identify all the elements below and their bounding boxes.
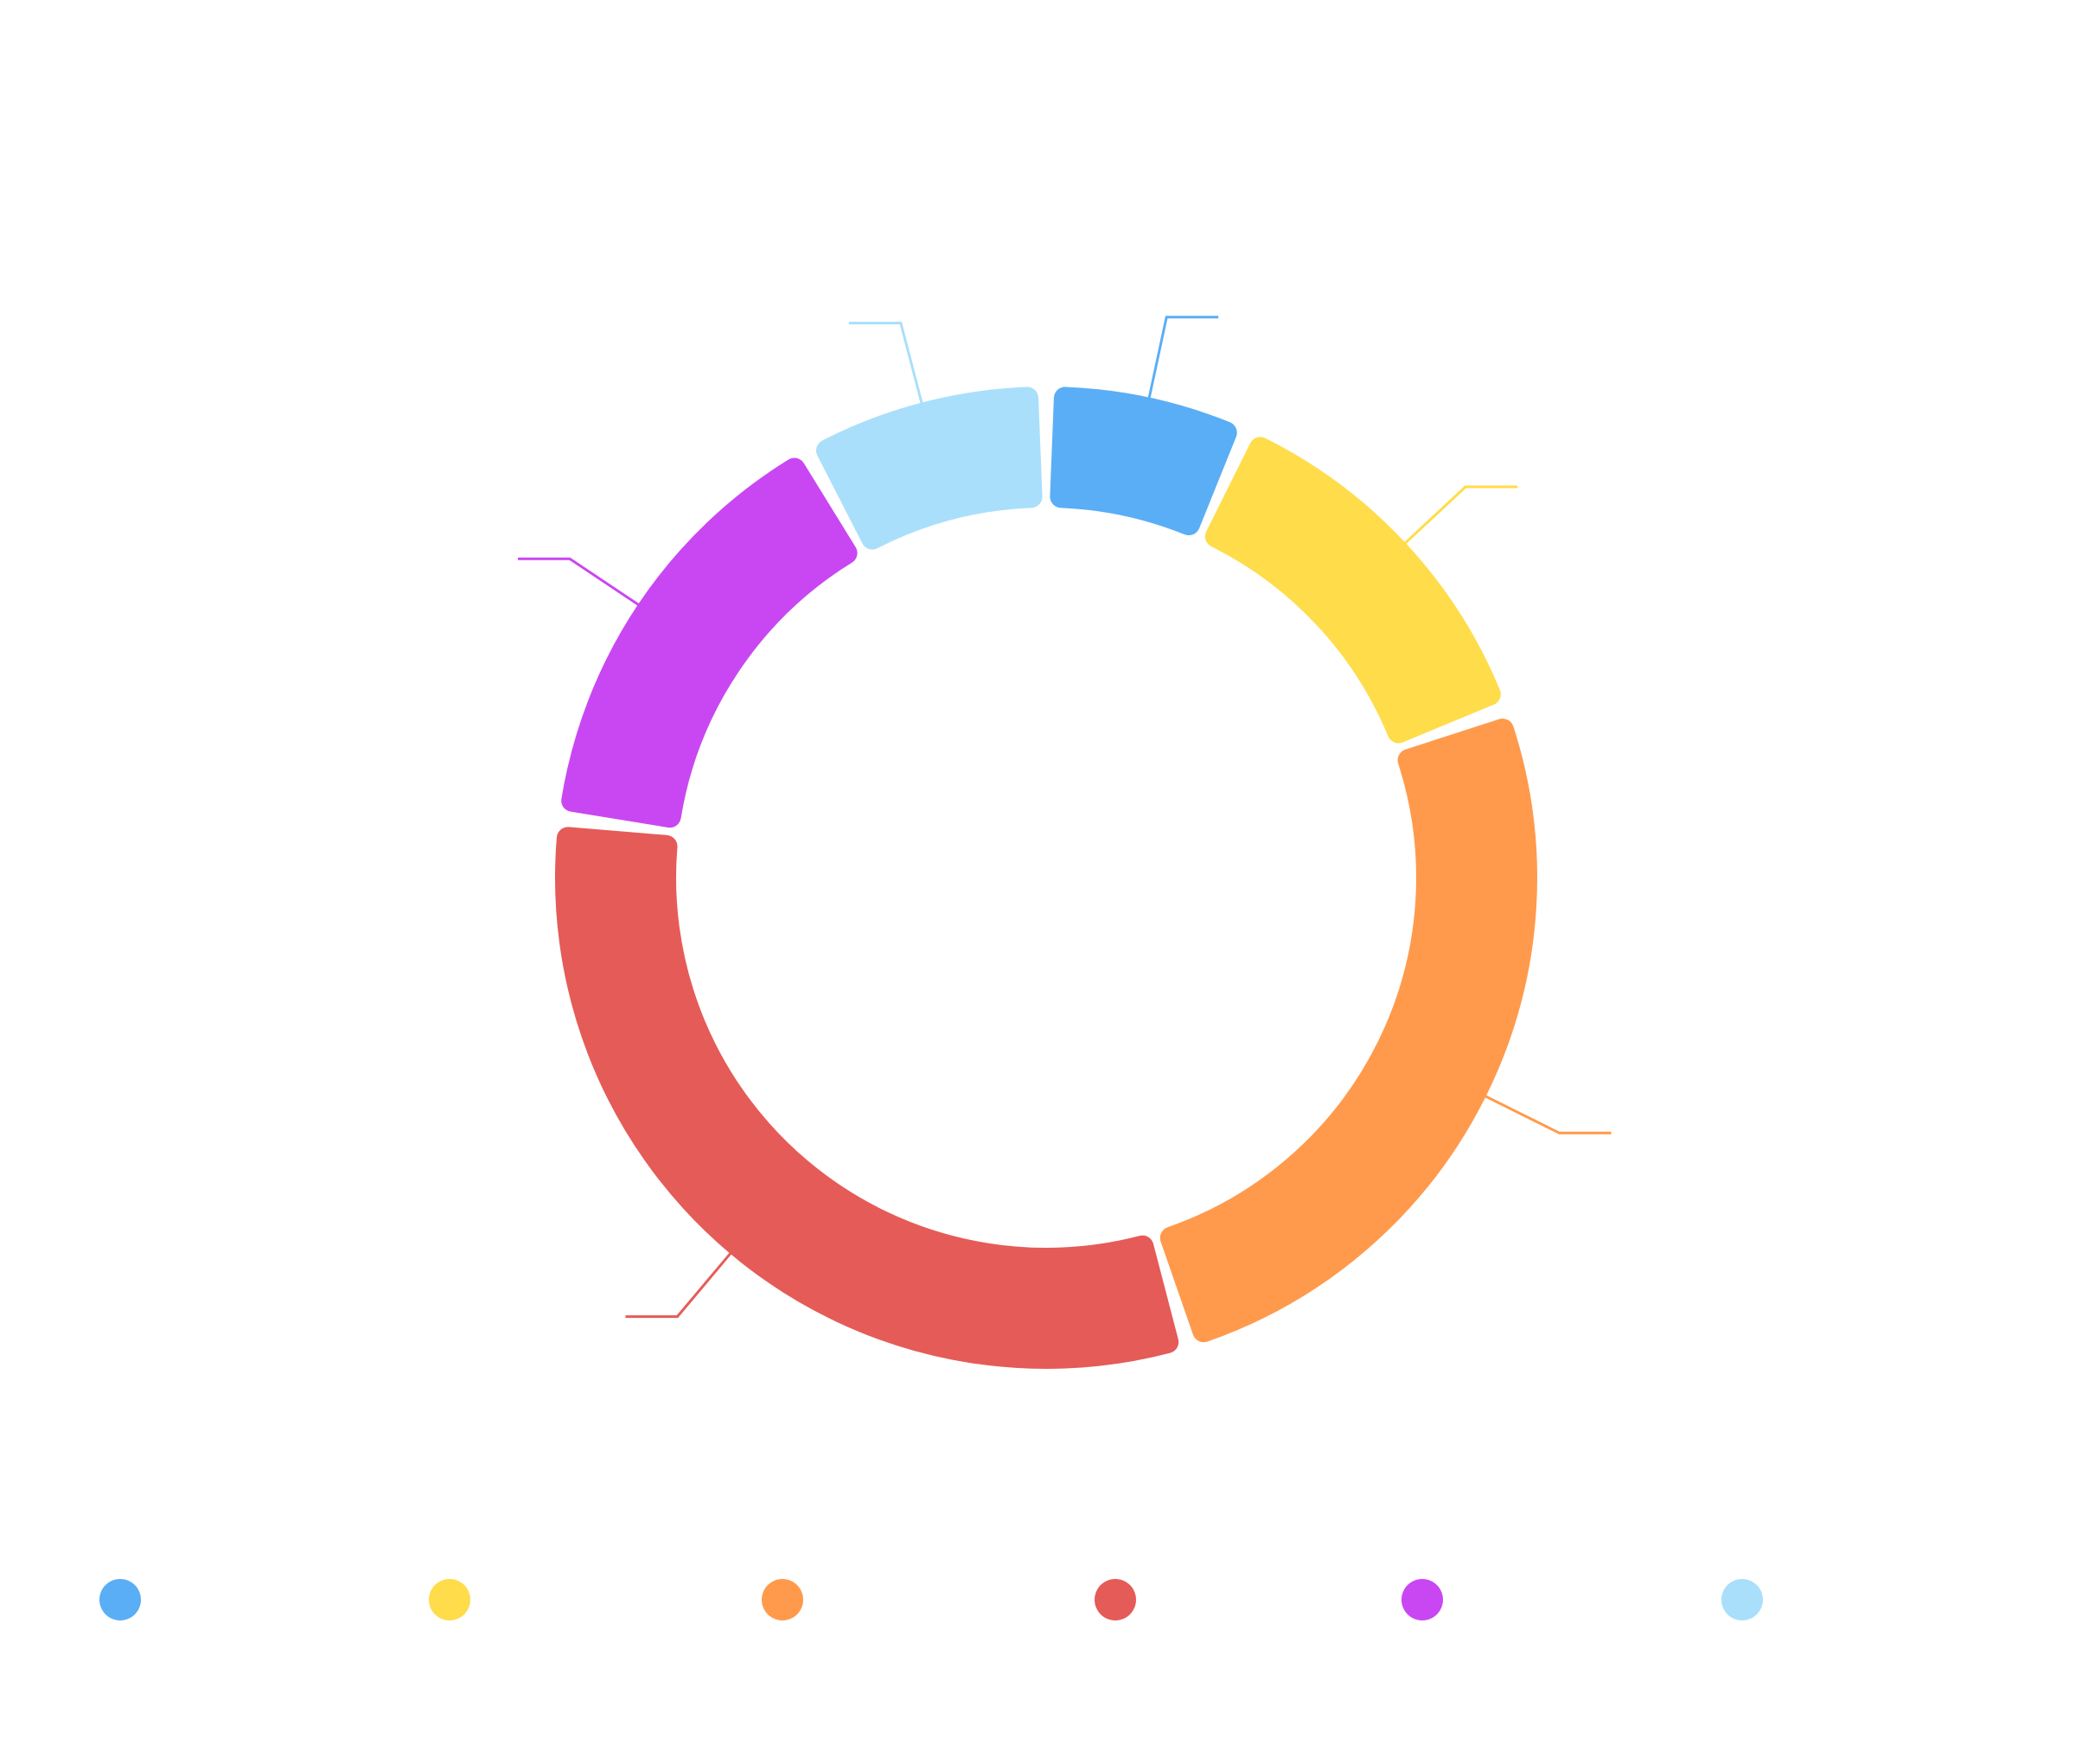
leader-line-2: [1403, 485, 1518, 546]
donut-segment-4: [555, 827, 1179, 1369]
leader-line-4: [625, 1251, 733, 1319]
leader-line-6: [848, 322, 923, 405]
legend: [99, 1579, 1763, 1620]
legend-marker-6[interactable]: [1721, 1579, 1763, 1620]
segments-layer: [555, 387, 1537, 1369]
legend-marker-4[interactable]: [1095, 1579, 1136, 1620]
legend-marker-1[interactable]: [99, 1579, 141, 1620]
donut-segment-5: [561, 457, 858, 828]
legend-marker-2[interactable]: [429, 1579, 470, 1620]
leader-line-1: [1147, 316, 1219, 399]
leader-line-5: [518, 557, 641, 607]
legend-marker-5[interactable]: [1401, 1579, 1443, 1620]
donut-segment-1: [1050, 387, 1237, 536]
donut-segment-2: [1204, 437, 1501, 744]
legend-marker-3[interactable]: [762, 1579, 803, 1620]
leader-line-3: [1484, 1094, 1612, 1134]
leader-lines-layer: [518, 316, 1612, 1319]
donut-segment-3: [1159, 719, 1537, 1343]
donut-segment-6: [815, 387, 1043, 550]
